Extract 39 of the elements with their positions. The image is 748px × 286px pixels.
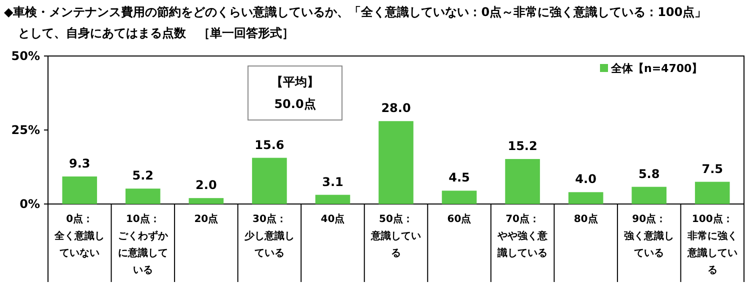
- text: 4.5: [448, 170, 470, 185]
- bar: [505, 159, 540, 204]
- bar: [378, 121, 414, 204]
- text: 15.2: [508, 139, 538, 154]
- chart-title: ◆車検・メンテナンス費用の節約をどのくらい意識しているか、「全く意識していない：0点～非常に強く意識している：100点」として、自身にあてはまる点数 ［単一回答形式］: [4, 5, 707, 40]
- bar: [694, 182, 730, 204]
- bar: [62, 176, 98, 204]
- text: 9.3: [69, 156, 90, 170]
- text: 5.2: [132, 168, 154, 183]
- text: 7.5: [702, 162, 723, 176]
- text: 5.8: [638, 166, 660, 181]
- y-tick-label: 50%: [11, 49, 40, 63]
- bar: [632, 186, 666, 204]
- bar: [568, 192, 604, 204]
- y-tick-label: 0%: [20, 197, 40, 211]
- x-tick-label: 0点：全く意識していない: [54, 213, 105, 259]
- text: 28.0: [381, 101, 411, 116]
- x-tick-label: 30点：少し意識している: [243, 213, 294, 259]
- bar: [315, 194, 350, 204]
- bar: [126, 188, 160, 204]
- x-tick-label: 40点: [320, 213, 345, 225]
- x-tick-label: 80点: [574, 213, 598, 225]
- y-tick-label: 25%: [11, 123, 40, 137]
- bar: [442, 190, 477, 204]
- x-tick-label: 20点: [194, 213, 218, 225]
- x-tick-label: 90点：強く意識している: [624, 213, 674, 259]
- text: 15.6: [254, 138, 284, 152]
- bar: [252, 158, 287, 204]
- bar: [188, 198, 224, 204]
- legend-label: 全体【n=4700】: [610, 62, 703, 75]
- text: 3.1: [322, 174, 344, 189]
- text: 4.0: [575, 172, 596, 186]
- x-tick-label: 70点：やや強く意識している: [496, 213, 549, 259]
- annotation: 【平均】50.0点: [271, 75, 319, 111]
- x-tick-label: 60点: [447, 213, 472, 225]
- x-tick-label: 50点：意識している: [370, 213, 421, 259]
- x-tick-label: 10点：ごくわずかに意識している: [118, 213, 169, 276]
- x-tick-label: 100点：非常に強く意識している: [686, 213, 738, 276]
- text: 2.0: [196, 178, 217, 192]
